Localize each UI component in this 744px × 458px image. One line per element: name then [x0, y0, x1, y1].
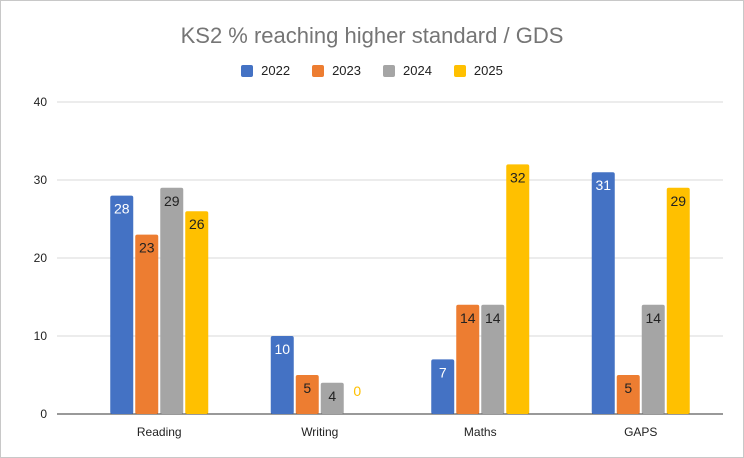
bar-2022-maths: [431, 359, 455, 414]
legend-swatch: [383, 64, 395, 77]
y-tick-label: 0: [40, 407, 47, 421]
bar-2024-maths: [481, 304, 505, 414]
bar-2023-writing: [295, 375, 319, 414]
bar-2022-gaps: [591, 172, 615, 414]
legend-item-2023: 2023: [312, 63, 361, 78]
y-tick-label: 40: [34, 95, 48, 109]
x-tick-label: Reading: [137, 425, 182, 439]
bar-2023-reading: [135, 234, 159, 414]
legend-label: 2023: [332, 63, 361, 78]
legend-item-2025: 2025: [453, 63, 503, 78]
data-label-2023-writing: 5: [303, 380, 311, 396]
y-tick-label: 20: [34, 251, 48, 265]
bar-2024-reading: [160, 187, 184, 414]
data-label-2024-reading: 29: [164, 193, 180, 209]
data-label-2025-gaps: 29: [670, 193, 686, 209]
data-label-2022-reading: 28: [114, 201, 130, 217]
x-tick-label: Maths: [464, 425, 497, 439]
data-label-2023-maths: 14: [460, 310, 476, 326]
bar-2023-maths: [456, 304, 480, 414]
legend-swatch: [241, 64, 254, 77]
x-tick-label: GAPS: [624, 425, 657, 439]
legend-item-2022: 2022: [241, 63, 290, 78]
data-label-2025-maths: 32: [510, 169, 526, 185]
data-label-2023-gaps: 5: [624, 380, 632, 396]
bar-2025-reading: [185, 211, 209, 414]
chart-legend: 2022 2023 2024 2025: [1, 63, 743, 78]
data-label-2023-reading: 23: [139, 240, 155, 256]
data-label-2022-gaps: 31: [595, 177, 611, 193]
legend-swatch: [312, 64, 325, 77]
bar-2023-gaps: [616, 375, 640, 414]
bar-2025-maths: [506, 164, 530, 414]
y-tick-label: 10: [34, 329, 48, 343]
data-label-2024-maths: 14: [485, 310, 501, 326]
data-label-2024-writing: 4: [328, 388, 336, 404]
legend-swatch: [453, 64, 466, 77]
data-label-2025-reading: 26: [189, 216, 205, 232]
data-label-2024-gaps: 14: [645, 310, 661, 326]
legend-item-2024: 2024: [383, 63, 432, 78]
bar-2024-writing: [320, 382, 344, 414]
legend-label: 2022: [261, 63, 291, 78]
data-label-2025-writing: 0: [353, 383, 361, 399]
legend-label: 2025: [473, 63, 503, 78]
bar-2024-gaps: [641, 304, 665, 414]
x-tick-label: Writing: [301, 425, 338, 439]
legend-label: 2024: [403, 63, 432, 78]
bar-2022-reading: [110, 195, 134, 414]
bar-2025-gaps: [666, 187, 690, 414]
bar-2022-writing: [270, 336, 294, 414]
y-tick-label: 30: [34, 173, 48, 187]
data-label-2022-maths: 7: [439, 364, 447, 380]
chart-title: KS2 % reaching higher standard / GDS: [180, 23, 564, 48]
data-label-2022-writing: 10: [274, 341, 290, 357]
